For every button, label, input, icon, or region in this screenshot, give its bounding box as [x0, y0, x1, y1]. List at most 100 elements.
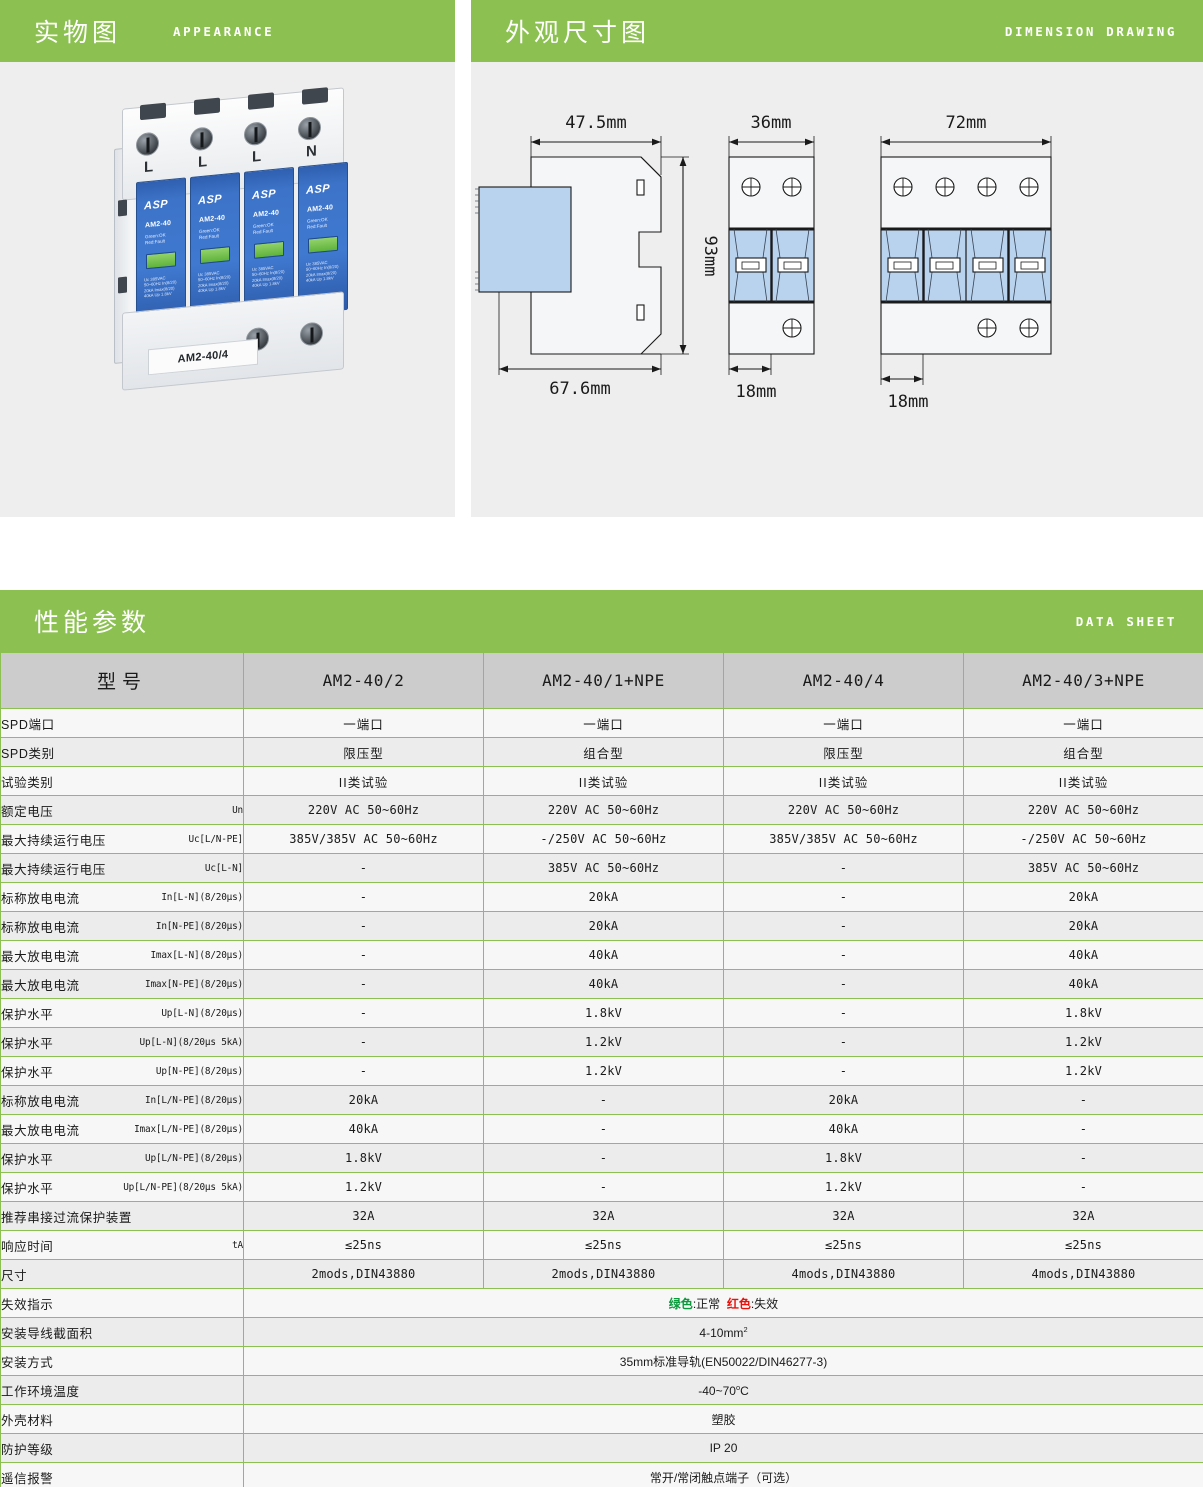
row-label-cell: 标称放电电流 In[L/N-PE](8/20μs): [0, 1085, 244, 1115]
row-label-cell: 额定电压 Un: [0, 795, 244, 825]
side-tab-icon: [118, 199, 127, 217]
row-value-cell: 1.8kV: [243, 1143, 484, 1173]
pole-spec-text: Uc 385VAC 50~60Hz In(8/20) 20kA Imax(8/2…: [198, 270, 231, 294]
datasheet-title-cn: 性能参数: [34, 609, 151, 637]
table-row: 响应时间 tA ≤25ns ≤25ns ≤25ns ≤25ns: [0, 1230, 1203, 1260]
row-value-cell: -: [723, 998, 964, 1028]
appearance-header: 实物图 APPEARANCE: [0, 0, 455, 62]
row-value-cell: 组合型: [963, 737, 1203, 767]
dim-93mm: [661, 156, 689, 355]
row-label-cell: 推荐串接过流保护装置: [0, 1201, 244, 1231]
pole-model-text: AM2-40: [253, 209, 280, 219]
row-value-cell: -: [723, 969, 964, 999]
table-row: 最大放电电流 Imax[L/N-PE](8/20μs) 40kA -40kA -: [0, 1114, 1203, 1144]
row-value-cell: 一端口: [243, 708, 484, 738]
model-nameplate-text: AM2-40/4: [177, 348, 229, 366]
row-label-symbol: In[L-N](8/20μs): [161, 891, 243, 903]
row-label-cn: 试验类别: [1, 775, 54, 790]
table-row: SPD类别 限压型 组合型 限压型 组合型: [0, 737, 1203, 767]
row-value-cell: 20kA: [243, 1085, 484, 1115]
terminal-slot: [302, 87, 328, 105]
row-value-cell: -: [243, 1056, 484, 1086]
row-value-cell: 1.2kV: [483, 1056, 724, 1086]
row-value-cell: 20kA: [963, 882, 1203, 912]
asp-logo: ASP: [306, 182, 331, 197]
table-row-merged: 工作环境温度 -40~70oC: [0, 1375, 1203, 1405]
row-label-cell: 保护水平 Up[L/N-PE](8/20μs): [0, 1143, 244, 1173]
terminal-label-l2: L: [198, 153, 208, 171]
table-row: 保护水平 Up[L-N](8/20μs) -1.8kV -1.8kV: [0, 998, 1203, 1028]
row-label-cell: 最大持续运行电压 Uc[L/N-PE]: [0, 824, 244, 854]
row-value-cell: -: [483, 1114, 724, 1144]
screw-icon: [136, 131, 159, 157]
screw-icon: [244, 121, 267, 147]
row-label-cn: 保护水平: [1, 1036, 54, 1051]
row-label-cell: 最大放电电流 Imax[L/N-PE](8/20μs): [0, 1114, 244, 1144]
row-value-cell: 组合型: [483, 737, 724, 767]
row-label-cn: 保护水平: [1, 1181, 54, 1196]
row-value-cell: 1.8kV: [483, 998, 724, 1028]
front-view-4pole: [880, 136, 1052, 385]
row-label-cell: SPD类别: [0, 737, 244, 767]
row-value-cell: -: [483, 1172, 724, 1202]
row-value-cell: 一端口: [723, 708, 964, 738]
table-row-merged: 失效指示 绿色:正常 红色:失效: [0, 1288, 1203, 1318]
row-value-cell: 385V AC 50~60Hz: [483, 853, 724, 883]
table-row-merged: 安装方式 35mm标准导轨(EN50022/DIN46277-3): [0, 1346, 1203, 1376]
row-label-cn: 尺寸: [1, 1268, 28, 1283]
status-window-green: [254, 240, 284, 259]
row-value-merged-cell: 常开/常闭触点端子（可选）: [243, 1462, 1203, 1487]
row-label-cell: 保护水平 Up[L/N-PE](8/20μs 5kA): [0, 1172, 244, 1202]
dim-label-4p-width: 72mm: [946, 113, 987, 133]
row-label-cell: 工作环境温度: [0, 1375, 244, 1405]
row-value-cell: -: [243, 969, 484, 999]
row-label-cell: 最大持续运行电压 Uc[L-N]: [0, 853, 244, 883]
row-value-cell: 1.2kV: [243, 1172, 484, 1202]
row-value-merged-cell: IP 20: [243, 1433, 1203, 1463]
row-value-cell: 385V/385V AC 50~60Hz: [723, 824, 964, 854]
row-value-merged-cell: 塑胶: [243, 1404, 1203, 1434]
dim-47-5mm: [530, 136, 662, 175]
row-value-cell: 220V AC 50~60Hz: [243, 795, 484, 825]
row-value-cell: 1.2kV: [723, 1172, 964, 1202]
row-value-cell: -: [963, 1114, 1203, 1144]
terminal-slot: [248, 92, 274, 110]
row-label-cn: 最大放电电流: [1, 978, 80, 993]
dim-label-height: 93mm: [700, 236, 720, 277]
terminal-label-l3: L: [252, 147, 262, 166]
row-value-cell: 1.2kV: [483, 1027, 724, 1057]
row-label-cn: 安装导线截面积: [1, 1326, 93, 1341]
row-label-cn: 保护水平: [1, 1152, 54, 1167]
row-value-cell: -: [963, 1085, 1203, 1115]
row-label-cell: 尺寸: [0, 1259, 244, 1289]
row-value-cell: 40kA: [963, 940, 1203, 970]
row-label-cn: 安装方式: [1, 1355, 54, 1370]
row-label-cell: 保护水平 Up[N-PE](8/20μs): [0, 1056, 244, 1086]
row-label-symbol: Un: [232, 804, 243, 816]
pole-spec-text: Uc 385VAC 50~60Hz In(8/20) 20kA Imax(8/2…: [252, 264, 285, 289]
screw-symbol: [935, 177, 955, 197]
row-value-cell: -: [963, 1172, 1203, 1202]
row-value-cell: -: [723, 882, 964, 912]
dimension-drawings-svg: 47.5mm 67.6mm 93mm 36mm 18mm 72mm 18mm: [475, 113, 1052, 412]
row-label-cn: 保护水平: [1, 1065, 54, 1080]
row-value-cell: 385V AC 50~60Hz: [963, 853, 1203, 883]
row-label-symbol: Imax[L-N](8/20μs): [150, 949, 243, 961]
row-label-symbol: tA: [232, 1239, 243, 1251]
screw-symbol: [1019, 177, 1039, 197]
row-value-cell: 220V AC 50~60Hz: [483, 795, 724, 825]
table-row: 标称放电电流 In[L/N-PE](8/20μs) 20kA -20kA -: [0, 1085, 1203, 1115]
row-value-cell: -: [243, 911, 484, 941]
row-value-cell: 20kA: [483, 882, 724, 912]
row-value-cell: 1.8kV: [963, 998, 1203, 1028]
header-label-cell: 型号: [0, 652, 244, 709]
row-label-cell: 外壳材料: [0, 1404, 244, 1434]
screw-symbol: [977, 177, 997, 197]
terminal-slot: [194, 97, 220, 116]
pole-indicator-note: Green:OK Red:Fault: [307, 216, 328, 230]
asp-logo: ASP: [144, 198, 169, 213]
row-value-cell: 20kA: [483, 911, 724, 941]
row-value-cell: 32A: [483, 1201, 724, 1231]
row-value-cell: ≤25ns: [243, 1230, 484, 1260]
